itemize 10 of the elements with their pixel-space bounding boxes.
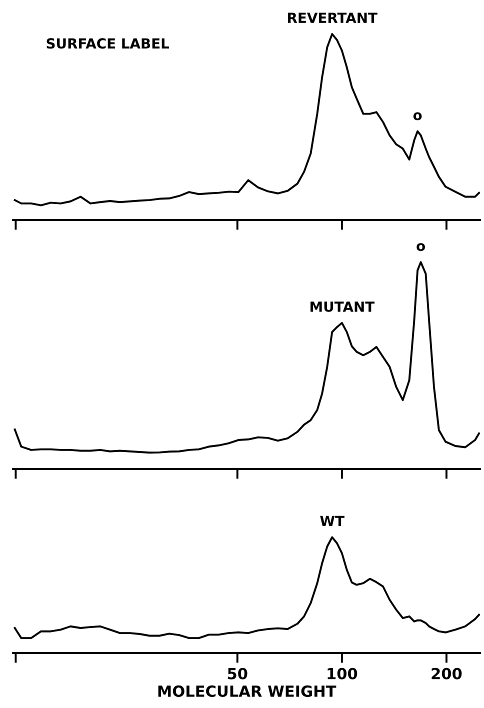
annotation: REVERTANT	[288, 12, 378, 23]
x-tick-label: 200	[432, 668, 462, 680]
x-axis-title: MOLECULAR WEIGHT	[158, 685, 336, 697]
annotation: SURFACE LABEL	[46, 38, 170, 49]
annotation: MUTANT	[310, 302, 375, 312]
x-tick-label: 50	[228, 668, 248, 680]
annotation: o	[413, 112, 422, 120]
annotation: WT	[320, 516, 344, 526]
annotation: o	[416, 243, 425, 252]
x-tick-label: 100	[328, 668, 358, 680]
